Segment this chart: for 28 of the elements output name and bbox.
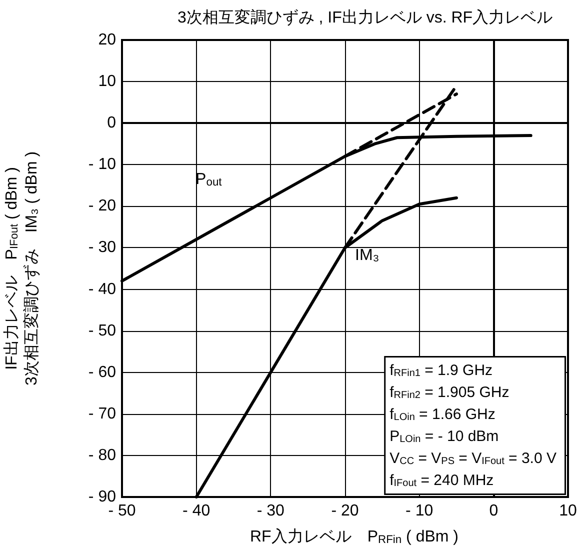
x-tick-label: 10 [559, 502, 577, 520]
text: Pout [196, 171, 223, 188]
y-tick-label: - 90 [88, 488, 116, 506]
y-tick-label: - 10 [88, 156, 116, 174]
y-tick-label: 10 [98, 73, 116, 90]
y-tick-label: - 80 [88, 446, 116, 464]
x-tick-label: - 40 [182, 502, 210, 520]
annotation: PLOin = - 10 dBm [390, 428, 499, 445]
chart-title: 3次相互変調ひずみ , IF出力レベル vs. RF入力レベル [177, 8, 553, 26]
annotation: VCC = VPS = VIFout = 3.0 V [390, 450, 557, 467]
annotation: fIFout = 240 MHz [390, 472, 494, 489]
annotation: fRFin1 = 1.9 GHz [390, 362, 493, 379]
x-tick-label: - 10 [406, 502, 434, 520]
annotation: fLOin = 1.66 GHz [390, 406, 496, 423]
y-tick-label: - 40 [88, 280, 116, 298]
annotation: fRFin2 = 1.905 GHz [390, 384, 510, 401]
y-tick-label: 20 [98, 32, 116, 48]
y-tick-label: - 50 [88, 322, 116, 340]
x-tick-label: 0 [489, 502, 498, 520]
x-axis-title: RF入力レベル PRFin ( dBm ) [250, 528, 459, 546]
y-tick-label: - 60 [88, 364, 116, 381]
y-tick-label: - 70 [88, 405, 116, 422]
y-tick-label: - 20 [88, 198, 116, 215]
y-tick-label: - 30 [88, 239, 116, 256]
series-label: IM₃ [355, 247, 380, 264]
x-tick-label: - 20 [331, 502, 359, 520]
y-tick-label: 0 [107, 114, 116, 132]
x-tick-label: - 30 [256, 502, 285, 520]
